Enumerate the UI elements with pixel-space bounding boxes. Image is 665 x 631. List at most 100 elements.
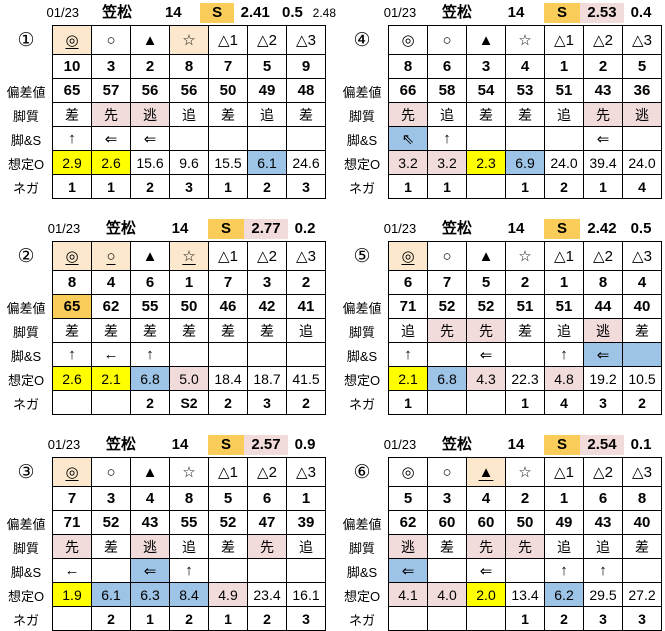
row-label-hensachi: 偏差値 [342,84,382,100]
header-odds: 2.41 [240,4,270,21]
horse-number-cell: 6 [247,486,287,511]
nega-cell: 1 [388,390,428,415]
symbol-cell: △3 [286,241,326,271]
row-label-nega: ネガ [12,180,39,196]
symbol-cell: △3 [622,25,662,55]
symbols-row: ◎ ○ ▲ ☆ △1 △2 △3 [52,25,326,55]
kyaku-s-cell [427,558,467,583]
soutei-o-cell: 4.0 [427,582,467,607]
soutei-o-cell: 6.8 [427,366,467,391]
horse-number-cell: 8 [388,54,428,79]
track-name: 笠松 [105,220,136,237]
row-label-nega: ネガ [12,612,39,628]
row-labels: ② 偏差値 脚質 脚&S 想定O ネガ [0,241,52,415]
symbol-cell: △2 [583,241,623,271]
hensachi-row: 62 60 60 50 49 43 40 [388,510,662,535]
race-board: 01/23 笠松 14 S 2.54 0.1 ⑥ 偏差値 脚質 脚&S 想定O … [336,434,665,631]
hensachi-cell: 60 [466,510,506,535]
kyakushitsu-cell: 差 [130,318,170,343]
header-odds: 2.54 [580,435,624,455]
race-date: 01/23 [383,221,417,236]
nega-cell: 3 [583,606,623,631]
nega-cell: 1 [130,606,170,631]
horse-number-cell: 6 [427,54,467,79]
kyaku-s-cell: ↑ [544,558,584,583]
nega-cell: S2 [169,390,209,415]
kyakushitsu-cell: 追 [247,102,287,127]
hensachi-cell: 62 [388,510,428,535]
soutei-o-cell: 3.2 [388,150,428,175]
soutei-o-cell: 2.9 [52,150,92,175]
header-odds: 2.77 [244,219,288,239]
kyaku-s-cell [91,558,131,583]
nega-cell: 1 [583,174,623,199]
prediction-grid: ◎ ○ ▲ ☆ △1 △2 △3 10 3 2 8 7 5 9 65 57 56 56 50 49 48 差先逃追差… [52,25,326,199]
kyaku-s-cell [286,126,326,151]
row-label-nega: ネガ [12,396,39,412]
nega-cell: 1 [505,606,545,631]
race-date: 01/23 [46,5,80,20]
kyakushitsu-cell: 差 [208,102,248,127]
soutei-o-cell: 16.1 [286,582,326,607]
header-margin: 0.5 [282,4,303,21]
horse-number-cell: 5 [622,54,662,79]
hensachi-cell: 48 [286,78,326,103]
hensachi-row: 65 57 56 56 50 49 48 [52,78,326,103]
row-label-soutei-o: 想定O [343,372,381,388]
kyaku-s-row: ⇐ ⇐ ↑ ↑ [388,558,662,583]
symbol-cell: ☆ [169,241,209,271]
symbol-cell: ☆ [505,241,545,271]
nega-cell: 1 [505,174,545,199]
hensachi-row: 65 62 55 50 46 42 41 [52,294,326,319]
symbol-cell: ○ [427,241,467,271]
soutei-o-row: 3.2 3.2 2.3 6.9 24.0 39.4 24.0 [388,150,662,175]
soutei-o-cell: 8.4 [169,582,209,607]
nega-cell [52,606,92,631]
nega-cell: 2 [286,390,326,415]
row-label-kyakushitsu: 脚質 [348,324,375,340]
kyakushitsu-row: 逃差先先追追差 [388,534,662,559]
hensachi-cell: 53 [505,78,545,103]
kyakushitsu-cell: 差 [91,534,131,559]
kyaku-s-cell: ⇐ [130,126,170,151]
race-number: 14 [507,220,525,237]
header-margin: 0.9 [294,436,316,453]
row-label-spacer [0,487,52,511]
kyaku-s-cell: ↑ [130,342,170,367]
hensachi-row: 71 52 43 55 52 47 39 [52,510,326,535]
symbol-cell: ○ [427,457,467,487]
table-number: ④ [353,29,371,51]
start-mark: S [544,219,580,239]
kyaku-s-cell [466,126,506,151]
row-label-spacer [0,55,52,79]
table-number: ② [17,245,35,267]
row-labels: ① 偏差値 脚質 脚&S 想定O ネガ [0,25,52,199]
row-label-kyakushitsu: 脚質 [348,108,375,124]
horse-number-cell: 10 [52,54,92,79]
symbol-cell: ◎ [52,457,92,487]
kyaku-s-cell [208,342,248,367]
kyaku-s-cell [505,126,545,151]
nega-cell: 1 [505,390,545,415]
kyakushitsu-cell: 先 [427,318,467,343]
table-number: ① [17,29,35,51]
kyakushitsu-row: 追先先差追逃差 [388,318,662,343]
kyakushitsu-cell: 逃 [130,534,170,559]
nega-cell: 2 [169,606,209,631]
horse-number-cell: 8 [622,486,662,511]
kyakushitsu-cell: 追 [544,102,584,127]
symbol-cell: ☆ [169,25,209,55]
hensachi-cell: 43 [583,510,623,535]
row-label-soutei-o: 想定O [7,588,45,604]
soutei-o-cell: 10.5 [622,366,662,391]
symbol-cell: ◎ [388,241,428,271]
kyaku-s-cell [622,558,662,583]
nega-cell: 3 [247,390,287,415]
kyakushitsu-cell: 差 [169,318,209,343]
symbol-cell: △1 [208,241,248,271]
